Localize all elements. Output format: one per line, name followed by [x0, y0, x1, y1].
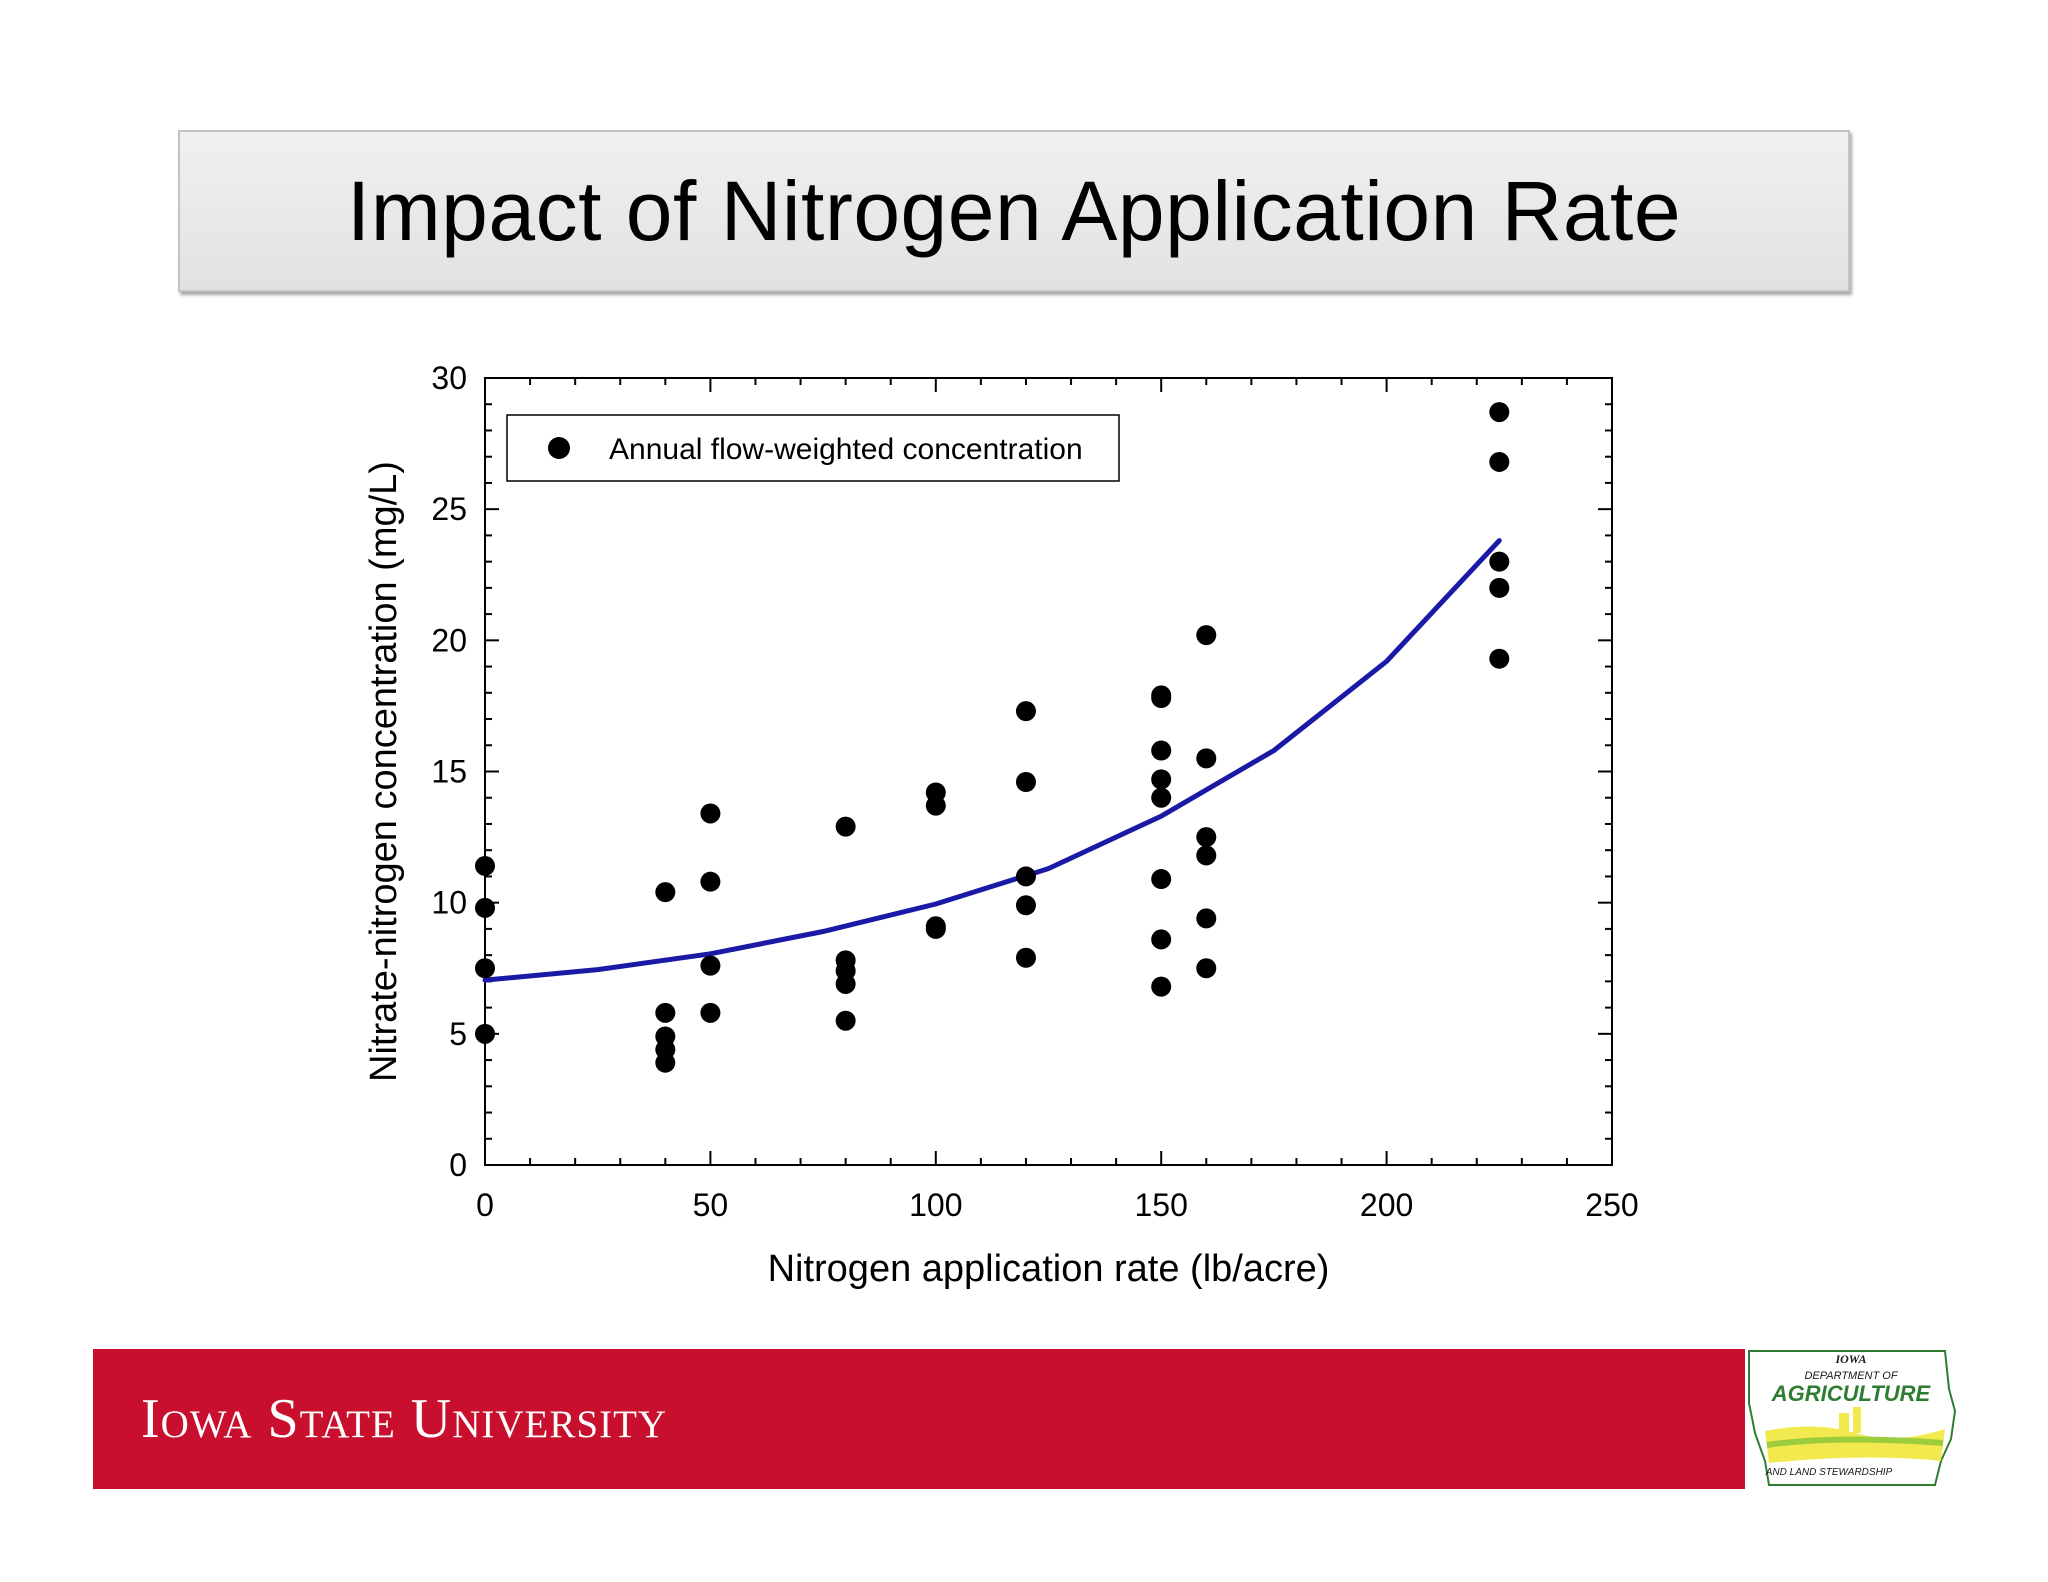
data-point: [1015, 866, 1036, 887]
logo-line-3: AGRICULTURE: [1771, 1381, 1932, 1406]
data-point: [475, 1023, 495, 1044]
legend-box: [506, 414, 1120, 482]
x-axis-label: Nitrogen application rate (lb/acre): [768, 1248, 1330, 1290]
legend: Annual flow-weighted concentration: [506, 414, 1120, 482]
logo-line-2: DEPARTMENT OF: [1804, 1370, 1898, 1382]
data-points: [475, 402, 1510, 1073]
data-point: [700, 955, 721, 976]
data-point: [1015, 771, 1036, 792]
axis-ticks: [484, 377, 1613, 1166]
data-point: [475, 958, 495, 979]
x-tick-label: 0: [476, 1187, 494, 1223]
data-point: [1015, 701, 1036, 722]
x-tick-label: 50: [693, 1187, 729, 1223]
y-tick-label: 25: [431, 491, 467, 527]
title-banner: Impact of Nitrogen Application Rate: [178, 130, 1850, 292]
data-point: [1151, 976, 1172, 997]
data-point: [1151, 740, 1172, 761]
data-point: [655, 882, 676, 903]
data-point: [1196, 845, 1217, 866]
tick-labels: 0 50 100 150 200 250 0 5 10 15 20 25 30: [431, 360, 1638, 1223]
footer-banner: Iowa State University: [93, 1349, 1745, 1489]
data-point: [1489, 402, 1510, 423]
data-point: [1151, 769, 1172, 790]
x-tick-label: 200: [1360, 1187, 1413, 1223]
slide-title: Impact of Nitrogen Application Rate: [346, 163, 1682, 258]
data-point: [1151, 869, 1172, 890]
data-point: [700, 803, 721, 824]
data-point: [475, 855, 495, 876]
legend-marker: [548, 437, 570, 459]
university-wordmark: Iowa State University: [141, 1388, 668, 1450]
data-point: [1015, 895, 1036, 916]
data-point: [925, 795, 946, 816]
data-point: [700, 871, 721, 892]
data-point: [1196, 908, 1217, 929]
data-point: [1151, 688, 1172, 709]
data-point: [925, 918, 946, 939]
data-point: [1196, 748, 1217, 769]
y-tick-label: 10: [431, 885, 467, 921]
y-axis-label: Nitrate-nitrogen concentration (mg/L): [363, 461, 405, 1082]
logo-line-1: IOWA: [1834, 1352, 1866, 1366]
data-point: [700, 1002, 721, 1023]
data-point: [1196, 625, 1217, 646]
data-point: [1489, 648, 1510, 669]
data-point: [655, 1052, 676, 1073]
agriculture-logo: IOWA DEPARTMENT OF AGRICULTURE AND LAND …: [1745, 1349, 1957, 1489]
data-point: [1015, 947, 1036, 968]
data-point: [1489, 551, 1510, 572]
legend-label: Annual flow-weighted concentration: [609, 433, 1083, 466]
data-point: [835, 816, 856, 837]
data-point: [1489, 451, 1510, 472]
data-point: [1151, 787, 1172, 808]
data-point: [835, 973, 856, 994]
x-tick-label: 250: [1585, 1187, 1638, 1223]
plot-area: [484, 377, 1613, 1166]
fitted-curve: [482, 538, 1502, 983]
data-point: [475, 897, 495, 918]
data-point: [1196, 958, 1217, 979]
data-point: [835, 1010, 856, 1031]
y-tick-label: 30: [431, 360, 467, 396]
data-point: [1196, 827, 1217, 848]
y-tick-label: 5: [449, 1016, 467, 1052]
x-tick-label: 150: [1135, 1187, 1188, 1223]
data-point: [655, 1002, 676, 1023]
x-tick-label: 100: [909, 1187, 962, 1223]
data-point: [1489, 577, 1510, 598]
y-tick-label: 0: [449, 1147, 467, 1183]
y-tick-label: 15: [431, 754, 467, 790]
logo-line-4: AND LAND STEWARDSHIP: [1765, 1467, 1893, 1478]
y-tick-label: 20: [431, 622, 467, 658]
data-point: [1151, 929, 1172, 950]
